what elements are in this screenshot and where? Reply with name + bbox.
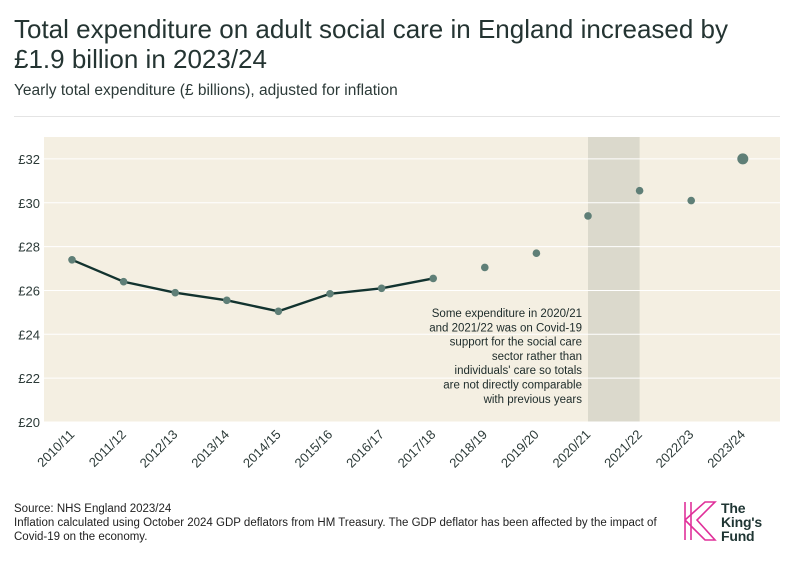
x-axis-tick-labels: 2010/11 2011/12 2012/13 2013/14 2014/15 2015/… [34,427,748,471]
chart-footer: Source: NHS England 2023/24 Inflation ca… [14,502,674,544]
data-point [326,289,334,298]
header-divider [14,116,780,117]
x-tick-label: 2020/21 [549,427,593,471]
expenditure-line-chart: £20 £22 £24 £26 £28 £30 £32 2010/11 2011/12 2012… [18,137,780,471]
data-point [171,288,179,297]
x-tick-label: 2023/24 [704,427,748,471]
source-note: Source: NHS England 2023/24 [14,503,172,515]
data-point [481,263,489,272]
chart-subtitle: Yearly total expenditure (£ billions), a… [14,82,398,99]
data-points [68,153,749,316]
covid-annotation: Some expenditure in 2020/21 and 2021/22 w… [429,308,582,406]
y-tick-label: £24 [18,327,40,342]
inflation-note: Inflation calculated using October 2024 … [14,517,657,543]
x-tick-label: 2014/15 [240,427,284,471]
logo-wordmark: The King's Fund [721,501,762,543]
covid-shaded-region [588,137,640,422]
data-point [737,153,749,165]
x-tick-label: 2010/11 [34,427,77,470]
x-tick-label: 2021/22 [601,427,645,471]
data-point [68,255,76,264]
x-tick-label: 2016/17 [343,427,387,471]
data-point [119,277,128,286]
logo-line-1: The [721,500,746,516]
x-tick-label: 2018/19 [446,427,490,471]
y-tick-label: £28 [18,240,40,255]
x-tick-label: 2012/13 [137,427,181,471]
y-tick-label: £30 [18,196,40,211]
data-point [532,249,541,257]
x-tick-label: 2019/20 [498,427,542,471]
data-point [274,307,283,316]
data-point [377,284,386,293]
logo-line-3: Fund [721,528,755,544]
x-tick-label: 2015/16 [291,427,335,471]
y-tick-label: £26 [18,283,40,298]
x-tick-label: 2017/18 [395,427,439,471]
data-point [429,274,438,283]
data-point [635,186,644,195]
y-tick-label: £20 [18,415,40,430]
x-tick-label: 2022/23 [653,427,697,471]
kings-fund-logo: The King's Fund [683,500,783,546]
x-tick-label: 2013/14 [188,427,232,471]
logo-line-2: King's [721,514,763,530]
series-line [71,258,434,313]
data-point [584,212,592,220]
y-tick-label: £22 [18,371,40,386]
y-tick-label: £32 [18,152,40,167]
data-point [687,196,695,205]
x-tick-label: 2011/12 [86,427,129,470]
plot-background [44,137,780,422]
chart-title: Total expenditure on adult social care i… [14,14,729,74]
y-axis-tick-labels: £20 £22 £24 £26 £28 £30 £32 [18,152,40,430]
data-point [223,296,231,305]
kings-fund-logo-mark-icon [684,501,717,541]
